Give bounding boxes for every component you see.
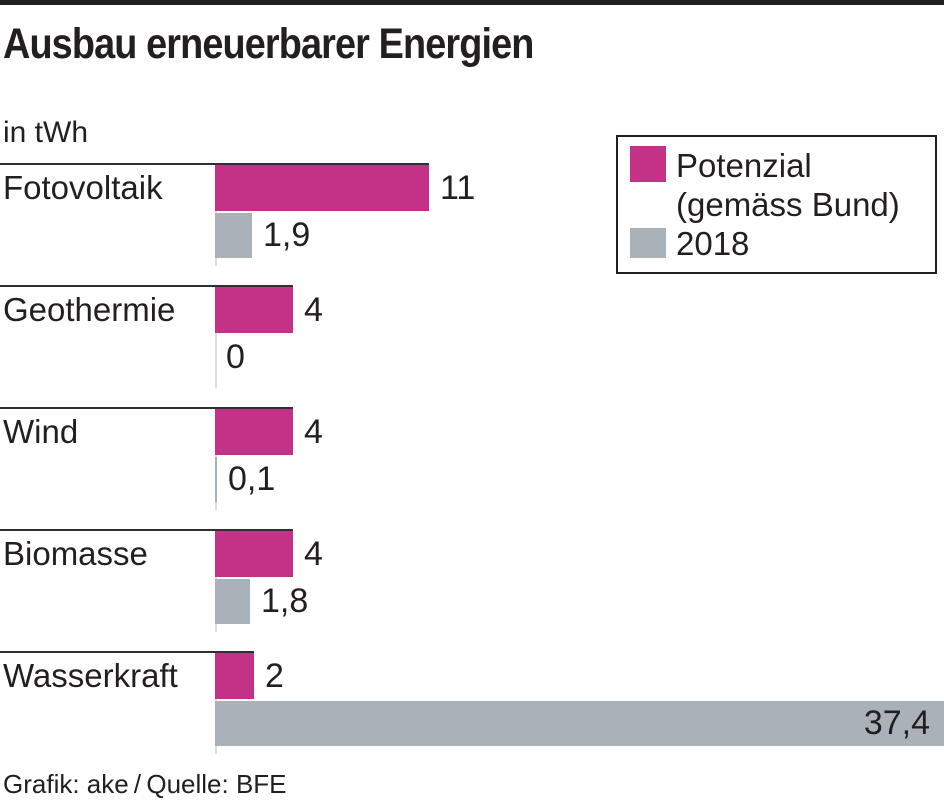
chart-row-wasserkraft: Wasserkraft 2 37,4: [0, 651, 944, 773]
bar-potenzial: [215, 531, 293, 577]
value-label-2018: 1,8: [261, 582, 309, 620]
chart-row-fotovoltaik: Fotovoltaik 11 1,9: [0, 163, 944, 285]
bar-potenzial: [215, 165, 429, 211]
top-rule: [0, 0, 944, 5]
category-label: Fotovoltaik: [3, 169, 163, 206]
row-separator-line: [0, 163, 429, 165]
chart-row-geothermie: Geothermie 4 0: [0, 285, 944, 407]
value-label-2018: 37,4: [863, 704, 930, 742]
bar-2018: [215, 701, 944, 746]
value-label-potenzial: 2: [265, 657, 284, 695]
bar-potenzial: [215, 653, 254, 699]
bar-2018: [215, 579, 250, 624]
chart-row-biomasse: Biomasse 4 1,8: [0, 529, 944, 651]
value-label-2018: 0: [226, 338, 245, 376]
row-separator-line: [0, 285, 293, 287]
value-label-potenzial: 11: [440, 169, 476, 207]
value-label-2018: 1,9: [263, 216, 311, 254]
category-label: Biomasse: [3, 535, 148, 572]
value-label-potenzial: 4: [304, 413, 323, 451]
legend-swatch-2018: [630, 228, 666, 258]
category-label: Geothermie: [3, 291, 176, 328]
legend-label-potenzial: Potenzial (gemäss Bund): [676, 147, 900, 223]
row-separator-line: [0, 407, 293, 409]
source-credit: Grafik: ake / Quelle: BFE: [3, 769, 287, 799]
legend-entry-2018: 2018: [630, 224, 935, 263]
value-label-potenzial: 4: [304, 535, 323, 573]
row-separator-line: [0, 651, 254, 653]
legend: Potenzial (gemäss Bund) 2018: [616, 135, 937, 274]
chart-row-wind: Wind 4 0,1: [0, 407, 944, 529]
category-label: Wasserkraft: [3, 657, 178, 694]
bar-potenzial: [215, 409, 293, 455]
chart-title: Ausbau erneuerbarer Energien: [3, 20, 534, 68]
bar-potenzial: [215, 287, 293, 333]
value-label-2018: 0,1: [228, 460, 276, 498]
legend-entry-potenzial: Potenzial (gemäss Bund): [630, 146, 935, 224]
bar-2018: [215, 213, 252, 258]
legend-label-2018: 2018: [676, 225, 750, 262]
axis-baseline: [215, 287, 217, 388]
unit-label: in tWh: [3, 116, 89, 149]
value-label-potenzial: 4: [304, 291, 323, 329]
bar-2018: [215, 457, 217, 502]
category-label: Wind: [3, 413, 79, 450]
legend-swatch-potenzial: [630, 146, 666, 182]
row-separator-line: [0, 529, 293, 531]
